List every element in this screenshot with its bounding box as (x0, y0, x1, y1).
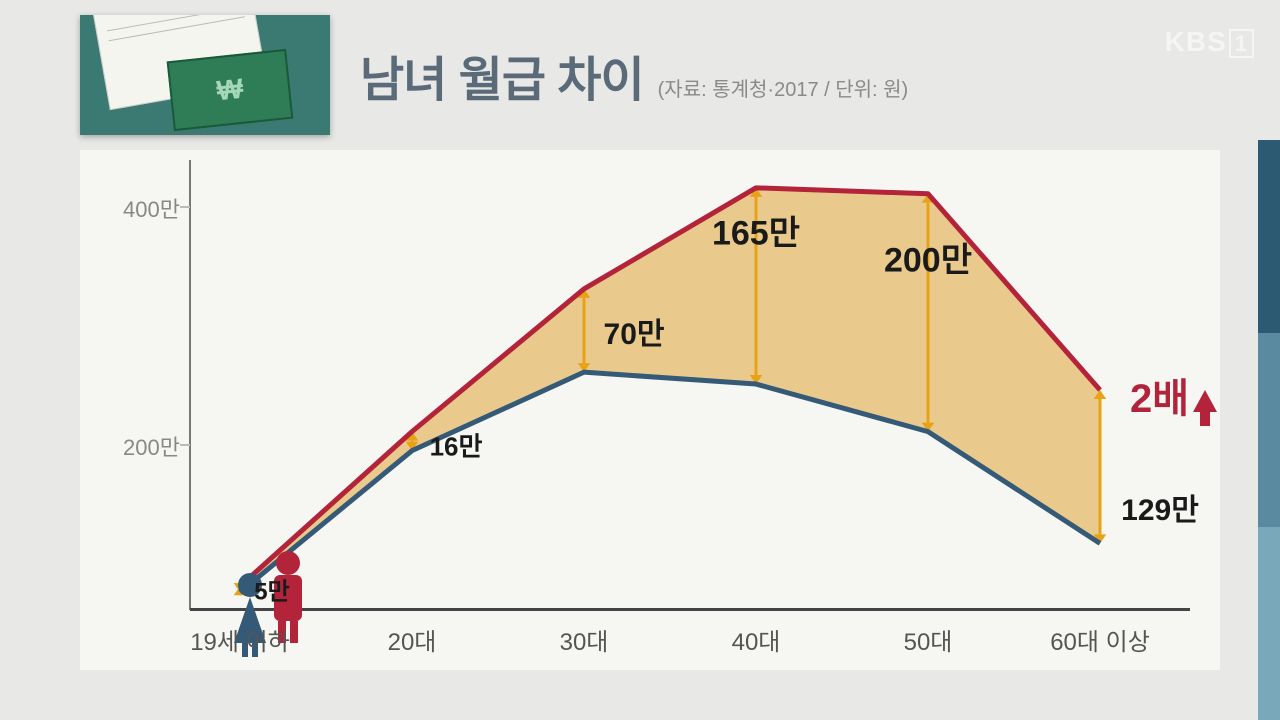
plot-area: 2배 200만400만19세 이하20대30대40대50대60대 이상5만16만… (190, 170, 1150, 610)
x-tick-label: 60대 이상 (1050, 622, 1150, 657)
x-tick-label: 20대 (388, 622, 437, 657)
y-tick-mark (180, 206, 190, 208)
callout-multiplier: 2배 (1130, 366, 1217, 424)
header-thumbnail: ₩ (80, 15, 330, 135)
callout-text: 2배 (1130, 377, 1189, 421)
x-tick-label: 30대 (560, 622, 609, 657)
arrow-up-icon (1193, 390, 1217, 412)
chart-subtitle: (자료: 통계청·2017 / 단위: 원) (658, 73, 909, 102)
gap-value-label: 129만 (1121, 485, 1199, 529)
gap-value-label: 5만 (254, 572, 289, 607)
chart-svg (190, 170, 1150, 610)
watermark-channel: 1 (1229, 29, 1254, 58)
gap-value-label: 16만 (430, 427, 483, 464)
header: ₩ 남녀 월급 차이 (자료: 통계청·2017 / 단위: 원) (80, 20, 1280, 130)
x-tick-label: 40대 (732, 622, 781, 657)
y-tick-label: 200만 (100, 430, 180, 462)
watermark-text: KBS (1165, 26, 1227, 57)
gap-value-label: 165만 (712, 205, 800, 254)
x-tick-label: 19세 이하 (190, 622, 290, 657)
chart-title: 남녀 월급 차이 (360, 40, 644, 110)
money-graphic: ₩ (167, 49, 294, 131)
y-tick-label: 400만 (100, 192, 180, 224)
decorative-sidebar (1258, 140, 1280, 720)
gap-value-label: 70만 (604, 309, 665, 353)
x-tick-label: 50대 (904, 622, 953, 657)
broadcaster-watermark: KBS1 (1165, 26, 1254, 58)
chart-area: 2배 200만 400만 19세 이하 20대 30대 40대 50대 60대 이상 5만 16만… (80, 150, 1220, 670)
gap-value-label: 200만 (884, 232, 972, 281)
y-tick-mark (180, 444, 190, 446)
